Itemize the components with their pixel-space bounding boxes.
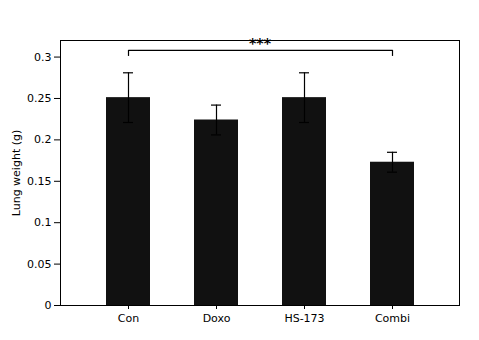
svg-text:***: *** (249, 35, 272, 51)
svg-text:0.15: 0.15 (27, 175, 52, 188)
svg-text:Lung weight (g): Lung weight (g) (10, 130, 23, 217)
svg-text:0: 0 (45, 299, 52, 312)
svg-text:HS-173: HS-173 (284, 312, 324, 325)
svg-text:Combi: Combi (375, 312, 410, 325)
svg-text:0.2: 0.2 (34, 133, 52, 146)
svg-text:0.05: 0.05 (27, 258, 52, 271)
svg-text:0.1: 0.1 (34, 216, 52, 229)
svg-text:0.25: 0.25 (27, 92, 52, 105)
svg-text:Doxo: Doxo (203, 312, 231, 325)
svg-text:0.3: 0.3 (34, 51, 52, 64)
svg-text:Con: Con (118, 312, 139, 325)
